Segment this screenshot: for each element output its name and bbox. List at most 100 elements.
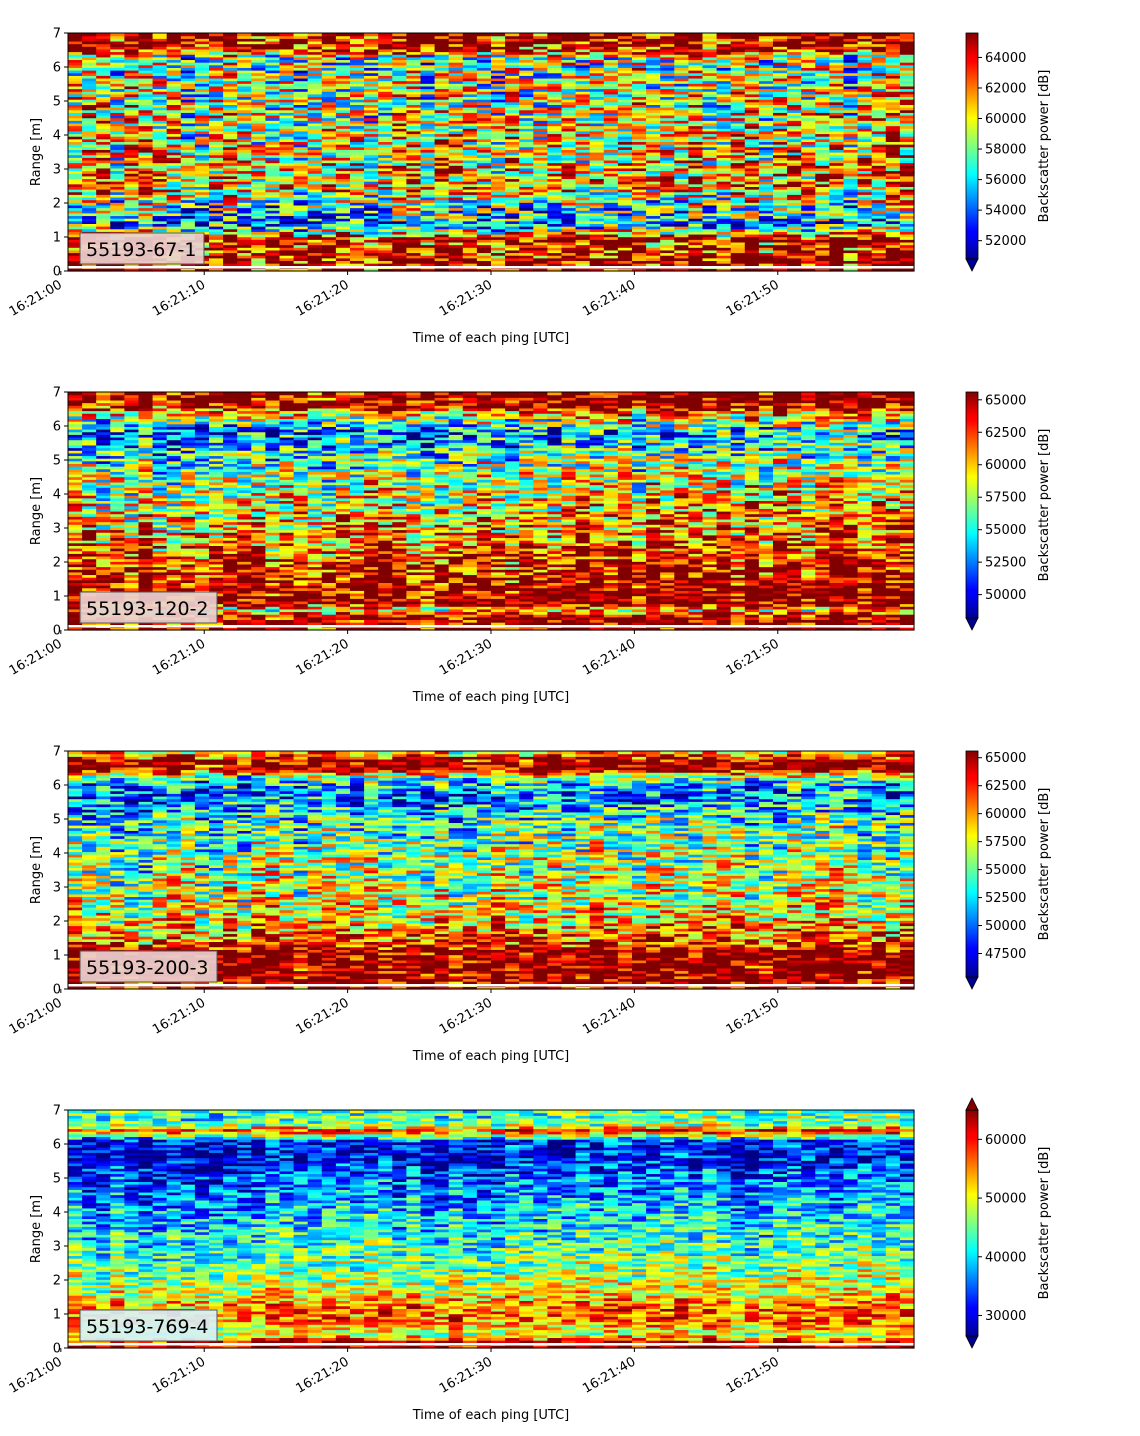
heatmap-cell (194, 186, 210, 190)
heatmap-cell (166, 170, 182, 174)
heatmap-cell (138, 128, 154, 132)
heatmap-cell (138, 59, 154, 63)
heatmap-cell (124, 112, 140, 116)
heatmap-cell (68, 133, 83, 137)
heatmap-cell (251, 70, 266, 74)
heatmap-cell (194, 173, 210, 177)
heatmap-cell (138, 159, 154, 164)
heatmap-cell (68, 239, 83, 243)
heatmap-cell (209, 218, 224, 222)
heatmap-cell (110, 125, 125, 129)
heatmap-cell (68, 260, 83, 264)
heatmap-cell (265, 233, 281, 238)
heatmap-cell (237, 67, 252, 71)
heatmap-cell (82, 149, 97, 153)
heatmap-cell (166, 194, 182, 198)
heatmap-cell (124, 125, 140, 129)
heatmap-cell (110, 178, 125, 182)
heatmap-cell (166, 183, 182, 187)
heatmap-cell (223, 239, 238, 243)
heatmap-cell (251, 202, 266, 206)
heatmap-cell (124, 204, 140, 209)
heatmap-cell (124, 136, 140, 140)
heatmap-cell (110, 93, 125, 98)
heatmap-cell (194, 75, 210, 79)
heatmap-cell (209, 165, 224, 169)
heatmap-cell (82, 88, 97, 92)
heatmap-cell (152, 220, 168, 224)
heatmap-cell (138, 181, 154, 185)
heatmap-cell (110, 91, 125, 95)
heatmap-cell (110, 207, 125, 211)
heatmap-cell (194, 136, 210, 140)
heatmap-cell (96, 38, 111, 42)
heatmap-cell (110, 162, 125, 166)
heatmap-cell (110, 144, 125, 148)
heatmap-cell (152, 109, 168, 113)
heatmap-cell (223, 117, 238, 121)
heatmap-cell (265, 183, 281, 187)
heatmap-cell (110, 40, 125, 45)
heatmap-cell (166, 210, 182, 214)
heatmap-cell (96, 85, 111, 90)
heatmap-cell (265, 167, 281, 172)
heatmap-cell (180, 207, 196, 211)
heatmap-cell (68, 268, 83, 272)
heatmap-cell (194, 56, 210, 61)
heatmap-cell (180, 210, 196, 214)
heatmap-cell (82, 70, 97, 74)
heatmap-cell (237, 33, 252, 37)
heatmap-cell (209, 130, 224, 135)
heatmap-cell (180, 159, 196, 164)
heatmap-cell (82, 122, 97, 127)
heatmap-cell (138, 67, 154, 71)
heatmap-cell (138, 72, 154, 76)
heatmap-cell (180, 114, 196, 119)
heatmap-cell (124, 64, 140, 68)
heatmap-cell (194, 218, 210, 222)
heatmap-cell (223, 99, 238, 103)
heatmap-cell (237, 144, 252, 148)
heatmap-cell (251, 122, 266, 127)
heatmap-cell (237, 186, 252, 190)
heatmap-cell (237, 159, 252, 164)
heatmap-cell (138, 40, 154, 45)
heatmap-cell (138, 70, 154, 74)
heatmap-cell (237, 215, 252, 219)
heatmap-cell (96, 93, 111, 98)
heatmap-cell (237, 99, 252, 103)
heatmap-cell (124, 85, 140, 90)
heatmap-cell (237, 62, 252, 66)
heatmap-cell (265, 178, 281, 182)
heatmap-cell (180, 107, 196, 111)
heatmap-cell (68, 130, 83, 135)
heatmap-cell (251, 109, 266, 113)
heatmap-cell (209, 220, 224, 224)
heatmap-cell (166, 72, 182, 76)
heatmap-cell (180, 152, 196, 156)
heatmap-cell (152, 186, 168, 190)
heatmap-cell (237, 77, 252, 82)
heatmap-cell (68, 51, 83, 55)
heatmap-cell (194, 80, 210, 84)
heatmap-cell (68, 35, 83, 39)
heatmap-cell (265, 175, 281, 180)
heatmap-cell (166, 51, 182, 55)
heatmap-cell (138, 175, 154, 180)
heatmap-cell (68, 43, 83, 47)
heatmap-cell (166, 101, 182, 105)
heatmap-cell (209, 228, 224, 232)
heatmap-cell (110, 149, 125, 153)
heatmap-cell (265, 138, 281, 143)
heatmap-cell (82, 99, 97, 103)
heatmap-cell (265, 249, 281, 254)
heatmap-cell (166, 93, 182, 98)
heatmap-cell (265, 181, 281, 185)
heatmap-cells (68, 33, 915, 272)
heatmap-cell (138, 122, 154, 127)
heatmap-cell (82, 83, 97, 87)
heatmap-cell (82, 226, 97, 230)
heatmap-cell (68, 204, 83, 209)
heatmap-cell (194, 157, 210, 161)
heatmap-cell (223, 114, 238, 119)
